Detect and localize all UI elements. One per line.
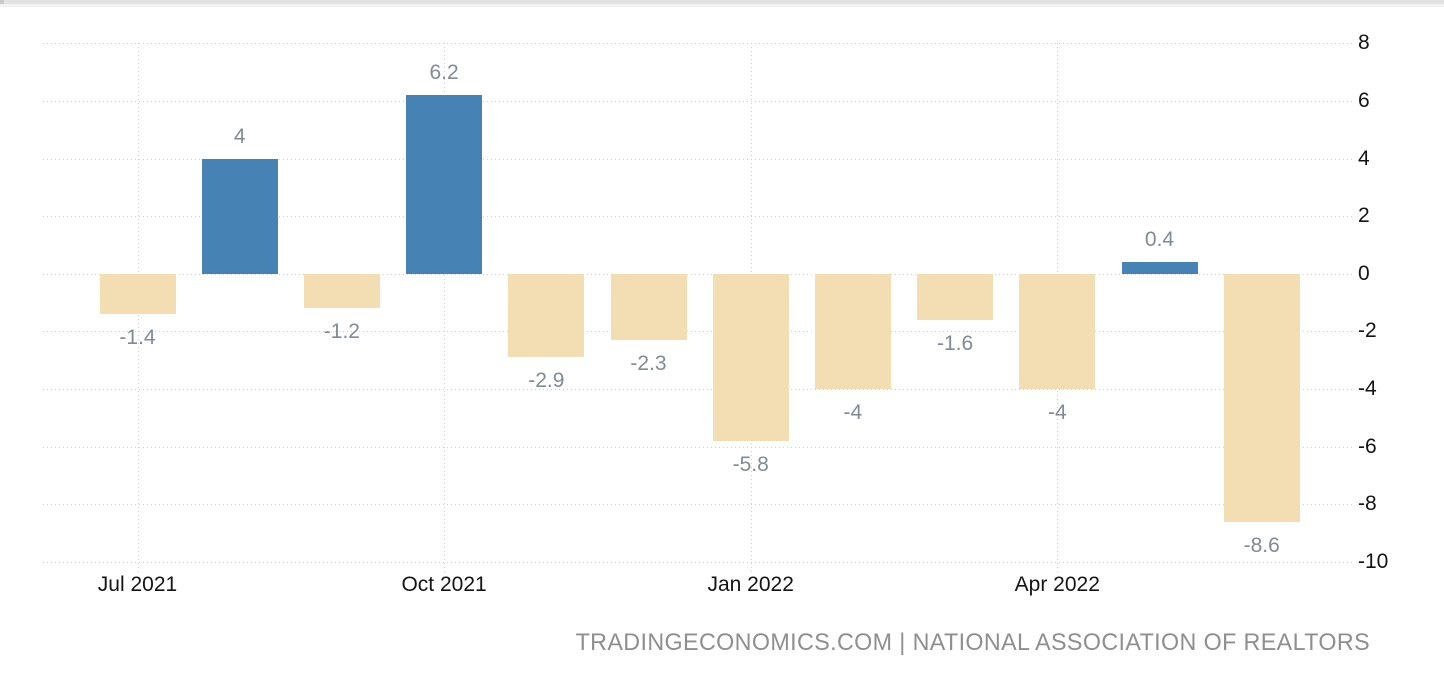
x-gridline bbox=[444, 43, 446, 572]
x-axis-tick-label: Apr 2022 bbox=[1014, 573, 1100, 596]
bar-value-label: -1.2 bbox=[323, 320, 360, 344]
bar-mar-2022[interactable] bbox=[917, 273, 994, 320]
y-axis-tick-label: -2 bbox=[1358, 319, 1377, 343]
bar-may-2022[interactable] bbox=[1121, 262, 1198, 274]
bar-value-label: -4 bbox=[1047, 401, 1067, 425]
y-gridline bbox=[43, 389, 1355, 391]
top-strip-corner bbox=[0, 0, 4, 4]
bar-sep-2021[interactable] bbox=[303, 273, 380, 309]
bar-value-label: 6.2 bbox=[429, 61, 459, 85]
y-axis-tick-label: 2 bbox=[1358, 204, 1370, 228]
browser-top-strip bbox=[0, 0, 1444, 7]
bar-value-label: -5.8 bbox=[732, 453, 769, 476]
x-axis-tick-label: Jul 2021 bbox=[97, 573, 178, 596]
bar-oct-2021[interactable] bbox=[406, 95, 483, 274]
bar-apr-2022[interactable] bbox=[1019, 273, 1096, 390]
y-gridline bbox=[43, 158, 1355, 160]
bar-aug-2021[interactable] bbox=[201, 158, 278, 274]
y-axis-tick-label: -4 bbox=[1358, 377, 1377, 401]
bar-value-label: -2.9 bbox=[528, 369, 565, 393]
x-axis-tick-label: Oct 2021 bbox=[401, 573, 487, 596]
y-axis-tick-label: 6 bbox=[1358, 88, 1370, 112]
y-axis-tick-label: -8 bbox=[1358, 492, 1377, 516]
bar-jan-2022[interactable] bbox=[712, 273, 789, 441]
bar-value-label: -4 bbox=[843, 401, 863, 425]
y-gridline bbox=[43, 504, 1355, 506]
bar-value-label: -1.4 bbox=[119, 326, 156, 350]
bar-value-label: -1.6 bbox=[937, 331, 974, 355]
bar-dec-2021[interactable] bbox=[610, 273, 687, 341]
y-gridline bbox=[43, 100, 1355, 102]
bar-jul-2021[interactable] bbox=[99, 273, 176, 315]
bar-value-label: -2.3 bbox=[630, 352, 667, 376]
x-axis-tick-label: Jan 2022 bbox=[707, 573, 794, 596]
bar-value-label: 0.4 bbox=[1144, 228, 1175, 252]
y-gridline bbox=[43, 43, 1355, 45]
chart-watermark: TRADINGECONOMICS.COM | NATIONAL ASSOCIAT… bbox=[575, 629, 1370, 656]
y-gridline bbox=[43, 331, 1355, 333]
y-gridline bbox=[43, 446, 1355, 448]
y-axis-tick-label: -10 bbox=[1358, 550, 1389, 573]
y-axis-tick-label: 0 bbox=[1358, 261, 1370, 285]
bar-feb-2022[interactable] bbox=[814, 273, 891, 390]
y-axis-tick-label: 4 bbox=[1358, 146, 1370, 170]
y-axis-tick-label: -6 bbox=[1358, 434, 1377, 458]
bar-nov-2021[interactable] bbox=[508, 273, 585, 358]
bar-jun-2022[interactable] bbox=[1223, 273, 1300, 522]
y-gridline bbox=[43, 273, 1355, 275]
bar-value-label: -8.6 bbox=[1243, 533, 1280, 557]
y-axis-tick-label: 8 bbox=[1358, 31, 1370, 55]
y-gridline bbox=[43, 562, 1355, 563]
bar-value-label: 4 bbox=[233, 124, 246, 148]
y-gridline bbox=[43, 216, 1355, 218]
